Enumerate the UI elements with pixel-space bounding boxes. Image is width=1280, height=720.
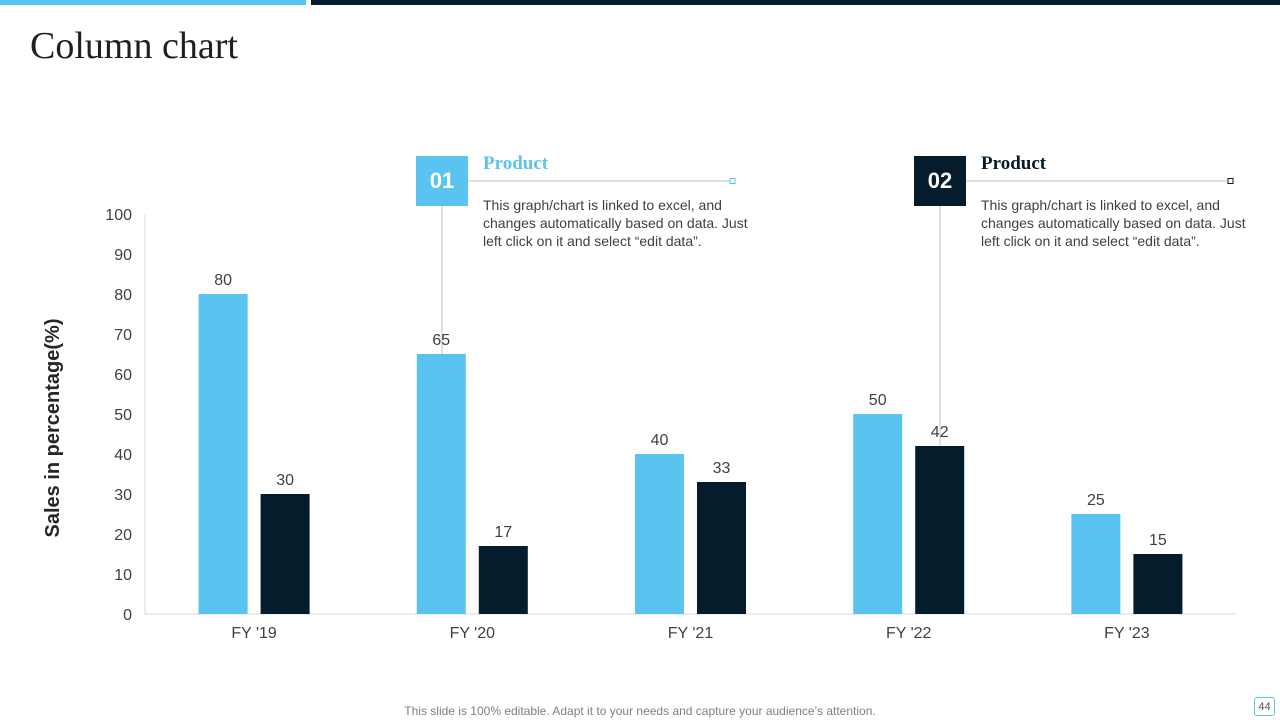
data-label: 30	[276, 472, 294, 489]
callout-badge-02: 02	[914, 156, 966, 206]
callout-heading-01: Product	[483, 153, 549, 174]
y-tick-label: 20	[114, 527, 132, 544]
data-label: 25	[1087, 492, 1105, 509]
data-label: 33	[713, 460, 731, 477]
callout-badge-01: 01	[416, 156, 468, 206]
x-tick-label: FY '20	[450, 625, 496, 642]
page-number: 44	[1254, 697, 1275, 716]
bar-2-2	[478, 546, 528, 614]
bar-1-3	[635, 454, 684, 614]
data-label: 17	[494, 524, 512, 541]
y-tick-label: 80	[114, 287, 132, 304]
y-tick-label: 0	[123, 607, 132, 624]
data-label: 65	[432, 332, 450, 349]
bar-2-3	[697, 482, 746, 614]
callout-handle-01	[729, 178, 736, 184]
y-axis-title: Sales in percentage(%)	[42, 319, 64, 538]
top-accent-bar-light	[0, 0, 306, 5]
y-tick-label: 60	[114, 367, 132, 384]
bar-1-1	[198, 294, 248, 614]
y-tick-label: 50	[114, 407, 132, 424]
bar-1-4	[853, 414, 903, 614]
data-label: 15	[1149, 532, 1167, 549]
callout-handle-02	[1227, 178, 1234, 184]
bar-2-4	[915, 446, 965, 614]
top-accent-bar-dark	[311, 0, 1280, 5]
y-tick-label: 10	[114, 567, 132, 584]
y-tick-label: 40	[114, 447, 132, 464]
callout-text-02: This graph/chart is linked to excel, and…	[981, 197, 1246, 249]
x-tick-label: FY '22	[886, 625, 932, 642]
callout-heading-02: Product	[981, 153, 1047, 174]
bar-1-5	[1071, 514, 1121, 614]
bar-2-1	[260, 494, 310, 614]
slide-title: Column chart	[30, 25, 238, 67]
footer-note: This slide is 100% editable. Adapt it to…	[404, 704, 876, 718]
y-tick-label: 100	[105, 207, 132, 224]
data-label: 40	[651, 432, 669, 449]
x-tick-label: FY '19	[231, 625, 277, 642]
y-tick-label: 90	[114, 247, 132, 264]
y-tick-label: 70	[114, 327, 132, 344]
y-tick-label: 30	[114, 487, 132, 504]
data-label: 50	[869, 392, 887, 409]
x-tick-label: FY '23	[1104, 625, 1150, 642]
bar-1-2	[416, 354, 466, 614]
x-tick-label: FY '21	[668, 625, 714, 642]
callout-text-01: This graph/chart is linked to excel, and…	[483, 197, 748, 249]
data-label: 80	[214, 272, 232, 289]
bar-2-5	[1133, 554, 1183, 614]
data-label: 42	[931, 424, 949, 441]
